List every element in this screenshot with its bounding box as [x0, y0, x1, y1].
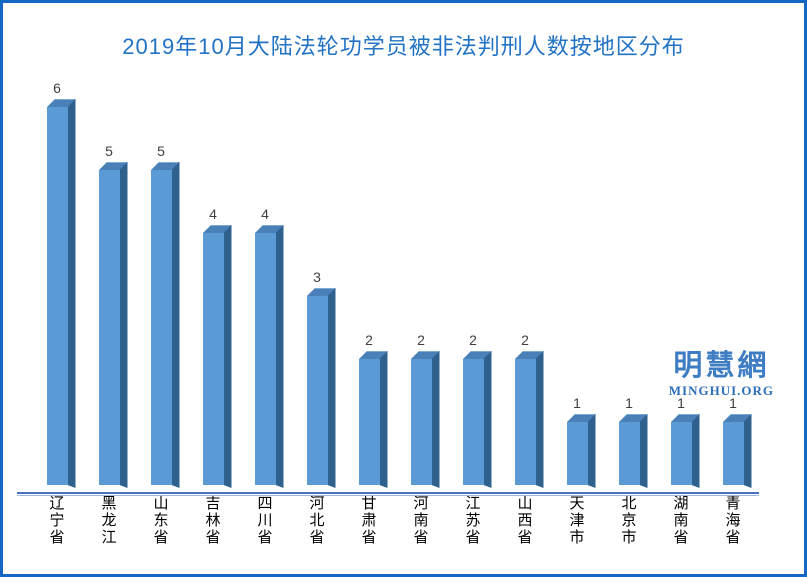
- bar-value-label: 4: [209, 206, 217, 222]
- chart-title: 2019年10月大陆法轮功学员被非法判刑人数按地区分布: [122, 34, 685, 59]
- bars-row: 6 辽宁省 5 黑龙江 5 山东省 4 吉林省 4 四川省 3 河北省 2 甘肃省 2 河南省 2 江苏省 2 山西省…: [31, 80, 759, 546]
- category-label: 北京市: [621, 495, 637, 546]
- bar-slot: 1 北京市: [603, 395, 655, 546]
- category-label: 湖南省: [673, 495, 689, 546]
- category-label: 河北省: [309, 495, 325, 546]
- bar: 2 河南省: [410, 332, 440, 546]
- bar-side-face: [744, 414, 752, 488]
- bar-slot: 2 山西省: [499, 332, 551, 546]
- bar: 4 四川省: [254, 206, 284, 546]
- bar: 1 天津市: [566, 395, 596, 546]
- bar-slot: 2 河南省: [395, 332, 447, 546]
- category-label: 吉林省: [205, 495, 221, 546]
- bar: 1 湖南省: [670, 395, 700, 546]
- bar-value-label: 1: [729, 395, 737, 411]
- bar: 6 辽宁省: [46, 80, 76, 546]
- bar: 1 青海省: [722, 395, 752, 546]
- category-label: 四川省: [257, 495, 273, 546]
- bar-slot: 1 天津市: [551, 395, 603, 546]
- minghui-watermark: 明慧網 MINGHUI.ORG: [668, 350, 774, 398]
- bar-value-label: 6: [53, 80, 61, 96]
- bar-side-face: [120, 162, 128, 488]
- category-label: 黑龙江: [101, 495, 117, 546]
- bar: 2 甘肃省: [358, 332, 388, 546]
- bar: 2 江苏省: [462, 332, 492, 546]
- bar-side-face: [432, 351, 440, 488]
- bar-slot: 2 江苏省: [447, 332, 499, 546]
- bar-side-face: [224, 225, 232, 488]
- bar-side-face: [692, 414, 700, 488]
- bar-value-label: 3: [313, 269, 321, 285]
- bar-value-label: 5: [157, 143, 165, 159]
- category-label: 甘肃省: [361, 495, 377, 546]
- bar-side-face: [640, 414, 648, 488]
- bar-slot: 1 湖南省: [655, 395, 707, 546]
- bar-slot: 4 吉林省: [187, 206, 239, 546]
- bar-slot: 5 黑龙江: [83, 143, 135, 546]
- category-label: 天津市: [569, 495, 585, 546]
- bar-value-label: 5: [105, 143, 113, 159]
- category-label: 青海省: [725, 495, 741, 546]
- bar-side-face: [68, 99, 76, 488]
- bar-value-label: 1: [625, 395, 633, 411]
- minghui-logo-latin: MINGHUI.ORG: [668, 383, 774, 398]
- bar-side-face: [276, 225, 284, 488]
- bar-side-face: [172, 162, 180, 488]
- bar-value-label: 2: [469, 332, 477, 348]
- bar-value-label: 1: [677, 395, 685, 411]
- bar: 2 山西省: [514, 332, 544, 546]
- bar-slot: 6 辽宁省: [31, 80, 83, 546]
- bar-side-face: [536, 351, 544, 488]
- bar: 5 黑龙江: [98, 143, 128, 546]
- bar-side-face: [380, 351, 388, 488]
- bar: 4 吉林省: [202, 206, 232, 546]
- category-label: 江苏省: [465, 495, 481, 546]
- bar-value-label: 1: [573, 395, 581, 411]
- bar-value-label: 2: [417, 332, 425, 348]
- category-label: 山西省: [517, 495, 533, 546]
- bar-side-face: [588, 414, 596, 488]
- x-axis-line: [17, 492, 759, 496]
- bar-slot: 3 河北省: [291, 269, 343, 546]
- bar-value-label: 2: [521, 332, 529, 348]
- bar: 1 北京市: [618, 395, 648, 546]
- bar-slot: 4 四川省: [239, 206, 291, 546]
- category-label: 山东省: [153, 495, 169, 546]
- bar-value-label: 4: [261, 206, 269, 222]
- category-label: 河南省: [413, 495, 429, 546]
- bar-side-face: [328, 288, 336, 488]
- bar-side-face: [484, 351, 492, 488]
- bar-value-label: 2: [365, 332, 373, 348]
- bar-slot: 5 山东省: [135, 143, 187, 546]
- category-label: 辽宁省: [49, 495, 65, 546]
- minghui-logo-cjk: 明慧網: [673, 350, 770, 382]
- bar-slot: 1 青海省: [707, 395, 759, 546]
- bar: 5 山东省: [150, 143, 180, 546]
- bar: 3 河北省: [306, 269, 336, 546]
- bar-slot: 2 甘肃省: [343, 332, 395, 546]
